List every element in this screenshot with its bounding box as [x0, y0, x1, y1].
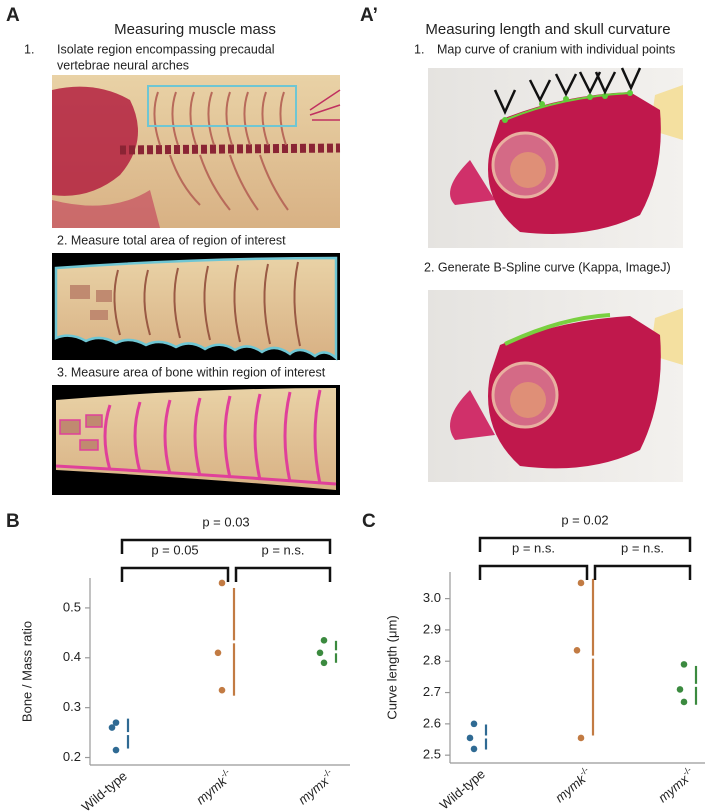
step-text: vertebrae neural arches: [57, 58, 189, 72]
y-axis-label: Bone / Mass ratio: [19, 621, 34, 722]
data-point: [577, 734, 585, 742]
photo-region-area: [52, 253, 340, 361]
data-point: [320, 659, 328, 667]
y-tick-label: 0.5: [63, 599, 81, 614]
step-number: 1.: [24, 42, 34, 56]
category-name: Wild-type: [437, 766, 488, 811]
step-number: 1.: [414, 42, 424, 56]
y-tick-label: 0.2: [63, 749, 81, 764]
panel-label: A’: [360, 5, 378, 26]
photo-skull-points: [428, 67, 683, 248]
significance-bracket: [478, 564, 589, 580]
significance-bracket: [593, 564, 692, 580]
step-text: Map curve of cranium with individual poi…: [437, 42, 675, 56]
x-tick-label: mymx-/-: [294, 767, 338, 808]
data-point: [470, 720, 478, 728]
photo-bone-area: [52, 385, 340, 495]
p-value-label: p = 0.03: [202, 514, 249, 529]
data-point: [108, 724, 116, 731]
significance-bracket: [478, 536, 692, 552]
x-tick-label: Wild-type: [437, 766, 488, 811]
y-tick-label: 2.7: [423, 684, 441, 699]
y-tick-label: 0.4: [63, 649, 81, 664]
data-point: [470, 745, 478, 753]
data-point: [112, 719, 120, 726]
step-text: 3. Measure area of bone within region of…: [57, 365, 326, 379]
significance-bracket: [120, 538, 332, 554]
x-tick-label: mymk-/-: [551, 765, 595, 806]
y-axis-label: Curve length (μm): [384, 615, 399, 719]
panel-label: C: [362, 511, 376, 532]
p-value-label: p = 0.05: [151, 542, 198, 557]
p-value-label: p = n.s.: [621, 540, 664, 555]
p-value-label: p = 0.02: [561, 512, 608, 527]
y-tick-label: 2.5: [423, 747, 441, 762]
data-point: [320, 637, 328, 644]
significance-bracket: [234, 566, 332, 582]
data-point: [577, 579, 585, 587]
p-value-label: p = n.s.: [262, 542, 305, 557]
panel-title: Measuring muscle mass: [114, 21, 276, 38]
y-tick-label: 2.6: [423, 715, 441, 730]
data-point: [680, 661, 688, 668]
data-point: [466, 734, 474, 742]
step-text: 2. Generate B-Spline curve (Kappa, Image…: [424, 260, 671, 274]
data-point: [676, 686, 684, 693]
data-point: [680, 698, 688, 706]
data-point: [573, 646, 581, 654]
step-text: Isolate region encompassing precaudal: [57, 42, 275, 56]
photo-skull-spline: [428, 290, 683, 482]
data-point: [218, 579, 226, 587]
step-text: 2. Measure total area of region of inter…: [57, 233, 286, 247]
y-tick-label: 2.9: [423, 621, 441, 636]
y-tick-label: 0.3: [63, 699, 81, 714]
panel-title: Measuring length and skull curvature: [425, 21, 670, 38]
data-point: [316, 649, 324, 657]
x-tick-label: Wild-type: [79, 768, 130, 811]
y-tick-label: 2.8: [423, 653, 441, 668]
category-name: Wild-type: [79, 768, 130, 811]
panel-label: A: [6, 5, 20, 26]
data-point: [218, 686, 226, 694]
p-value-label: p = n.s.: [512, 540, 555, 555]
photo-fish-body: [52, 75, 341, 228]
data-point: [214, 649, 222, 657]
x-tick-label: mymk-/-: [192, 767, 236, 808]
x-tick-label: mymx-/-: [654, 765, 698, 806]
panel-label: B: [6, 511, 20, 532]
data-point: [112, 746, 120, 754]
y-tick-label: 3.0: [423, 590, 441, 605]
significance-bracket: [120, 566, 230, 582]
